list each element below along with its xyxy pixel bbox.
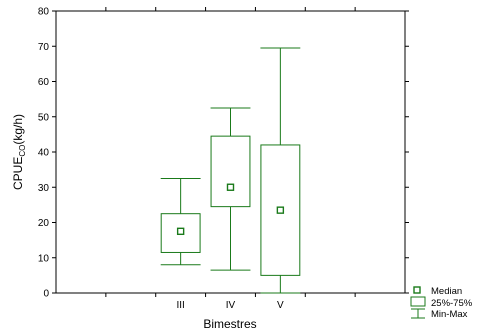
legend-median-swatch [413, 286, 421, 294]
y-tick-label: 30 [38, 183, 50, 194]
box-III [160, 177, 201, 266]
x-axis-label: Bimestres [203, 317, 256, 331]
median-marker [276, 206, 285, 214]
box-IV [210, 107, 251, 271]
y-tick-label: 10 [38, 253, 50, 264]
y-tick-label: 40 [38, 148, 50, 159]
iqr-box [210, 135, 251, 208]
x-tick-label: V [277, 300, 284, 311]
legend-whisker-label: Min-Max [431, 309, 468, 320]
x-tick-label: IV [226, 300, 236, 311]
y-axis: 0 10 20 30 40 50 60 70 80 [38, 7, 409, 300]
y-axis-label-sub: CO [18, 145, 27, 157]
iqr-box [260, 144, 301, 276]
x-tick-label: III [176, 300, 184, 311]
boxes-group [160, 47, 301, 294]
y-axis-label: CPUECO(kg/h) [11, 114, 27, 190]
box-V [260, 47, 301, 294]
y-tick-label: 60 [38, 77, 50, 88]
y-axis-label-main: CPUE [11, 157, 25, 190]
median-marker [226, 183, 235, 191]
y-tick-label: 50 [38, 112, 50, 123]
median-marker [176, 227, 185, 236]
y-tick-label: 80 [38, 7, 50, 18]
y-axis-label-tail: (kg/h) [11, 114, 25, 145]
y-tick-label: 20 [38, 218, 50, 229]
legend-median-label: Median [431, 286, 462, 297]
x-axis: III IV V [105, 7, 356, 311]
legend-box-swatch [410, 296, 426, 307]
iqr-box [160, 213, 201, 253]
y-tick-label: 0 [43, 289, 49, 300]
y-tick-label: 70 [38, 42, 50, 53]
legend: Median 25%-75% Min-Max [410, 286, 473, 320]
legend-box-label: 25%-75% [431, 298, 473, 309]
